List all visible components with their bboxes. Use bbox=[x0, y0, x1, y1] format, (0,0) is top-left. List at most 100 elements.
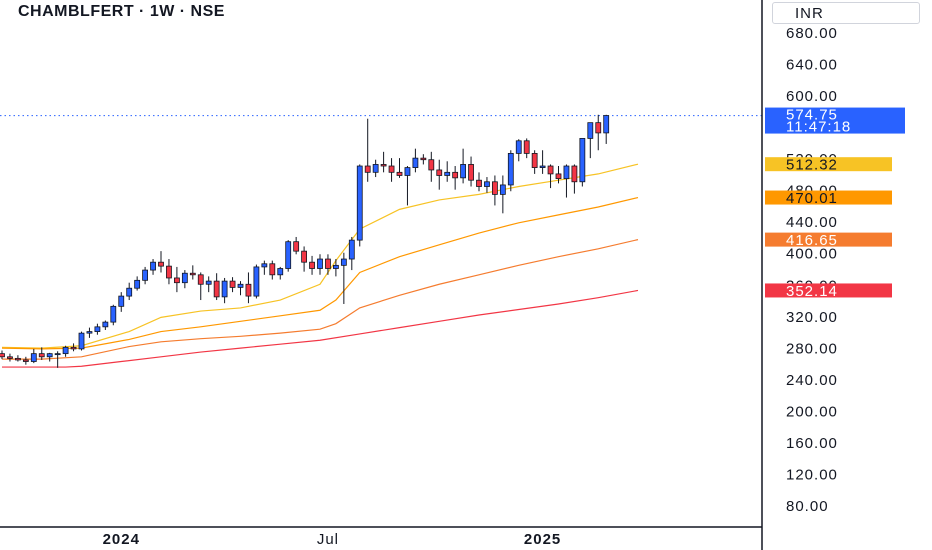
candle-body bbox=[372, 164, 379, 173]
candle-body bbox=[603, 115, 610, 134]
candle bbox=[245, 272, 252, 304]
candle bbox=[189, 265, 196, 280]
candle bbox=[253, 264, 260, 299]
candle-body bbox=[484, 181, 490, 187]
y-tick-label: 640.00 bbox=[786, 57, 838, 74]
candle bbox=[539, 150, 546, 174]
candle bbox=[587, 122, 594, 159]
candle-body bbox=[14, 357, 21, 361]
x-tick-label: 2024 bbox=[103, 531, 140, 548]
candle-body bbox=[189, 272, 196, 276]
candle-body bbox=[539, 165, 546, 168]
candle-body bbox=[197, 274, 204, 285]
candle-body bbox=[110, 305, 117, 323]
candle-body bbox=[587, 122, 594, 139]
y-tick-label: 120.00 bbox=[786, 466, 838, 483]
candle bbox=[388, 158, 395, 182]
candle-body bbox=[348, 239, 355, 260]
candle-body bbox=[460, 164, 467, 179]
candle bbox=[325, 254, 331, 275]
x-tick-label: Jul bbox=[317, 531, 339, 548]
y-tick-label: 320.00 bbox=[786, 309, 838, 326]
candle-body bbox=[420, 157, 427, 161]
candle-body bbox=[142, 269, 149, 281]
y-tick-label: 400.00 bbox=[786, 246, 838, 263]
candle bbox=[579, 138, 586, 187]
ma-value-box bbox=[765, 190, 892, 205]
candle bbox=[340, 252, 347, 304]
candle bbox=[213, 273, 220, 301]
candle bbox=[515, 139, 522, 162]
candle-body bbox=[547, 165, 554, 175]
candle bbox=[301, 246, 308, 272]
candle-body bbox=[555, 173, 562, 180]
candle bbox=[499, 175, 506, 214]
candle bbox=[595, 114, 602, 151]
candle bbox=[285, 240, 292, 272]
moving-average-line-4 bbox=[2, 289, 639, 368]
candle-body bbox=[507, 153, 514, 186]
candle-body bbox=[285, 241, 292, 269]
candle-body bbox=[213, 280, 220, 298]
y-tick-label: 280.00 bbox=[786, 340, 838, 357]
candle-body bbox=[571, 165, 578, 183]
time-axis[interactable]: 2024 Jul 2025 bbox=[103, 531, 562, 548]
candle-body bbox=[22, 359, 29, 362]
candle-body bbox=[388, 165, 395, 173]
candle-body bbox=[380, 164, 387, 167]
candle-body bbox=[181, 272, 188, 284]
candle bbox=[348, 236, 355, 271]
candle-body bbox=[412, 157, 419, 168]
candle-body bbox=[476, 179, 482, 187]
candle bbox=[531, 150, 538, 174]
ma-value-label: 352.14 bbox=[765, 283, 892, 300]
candle bbox=[364, 118, 371, 182]
candle-body bbox=[293, 241, 300, 252]
candle bbox=[428, 151, 435, 182]
candle-body bbox=[261, 263, 268, 268]
candle bbox=[14, 355, 21, 362]
candle-body bbox=[102, 321, 109, 328]
candle-body bbox=[118, 295, 125, 307]
candle-body bbox=[221, 280, 228, 298]
candle bbox=[142, 266, 149, 285]
candle-body bbox=[595, 122, 602, 134]
candle bbox=[396, 158, 403, 178]
candle bbox=[261, 260, 268, 275]
price-axis[interactable] bbox=[0, 0, 763, 550]
current-price-box bbox=[765, 107, 905, 134]
candle-body bbox=[205, 280, 212, 285]
currency-selector[interactable]: INR bbox=[772, 2, 920, 24]
candle bbox=[173, 266, 180, 293]
candle-body bbox=[301, 250, 308, 263]
candle-body bbox=[436, 169, 443, 176]
ma-value-box bbox=[765, 232, 892, 247]
ma-value-label: 416.65 bbox=[765, 232, 892, 249]
candle-body bbox=[7, 356, 13, 359]
candle bbox=[102, 320, 109, 330]
candle bbox=[563, 164, 570, 198]
candle-body bbox=[158, 261, 164, 267]
candle-body bbox=[30, 353, 37, 362]
candle bbox=[134, 276, 141, 291]
symbol-title[interactable]: CHAMBLFERT · 1W · NSE bbox=[18, 3, 225, 20]
candle-body bbox=[78, 332, 85, 350]
candle bbox=[372, 159, 379, 178]
candle bbox=[404, 166, 411, 206]
ma-value-text: 512.32 bbox=[786, 157, 838, 174]
candle bbox=[38, 347, 45, 360]
candle bbox=[181, 270, 188, 289]
candle-body bbox=[150, 261, 156, 271]
candle bbox=[110, 304, 117, 326]
candle-body bbox=[46, 353, 53, 358]
candle bbox=[30, 348, 37, 364]
candle bbox=[491, 175, 498, 206]
candle-body bbox=[173, 277, 180, 284]
candle-body bbox=[70, 346, 77, 350]
countdown-timer: 11:47:18 bbox=[786, 119, 851, 136]
moving-average-line-3 bbox=[2, 239, 639, 360]
ma-value-text: 470.01 bbox=[786, 190, 838, 207]
candle bbox=[269, 260, 276, 280]
candle-body bbox=[62, 346, 69, 355]
